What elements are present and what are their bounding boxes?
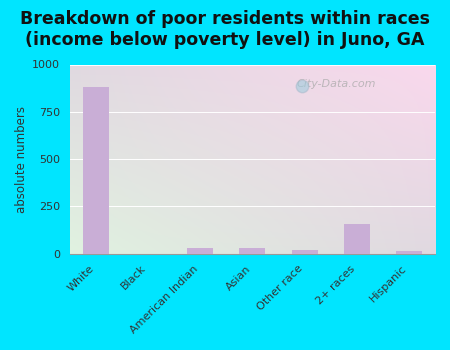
- Text: City-Data.com: City-Data.com: [297, 79, 376, 89]
- Bar: [83, 87, 109, 254]
- Bar: [396, 251, 422, 254]
- Bar: [187, 248, 213, 254]
- Y-axis label: absolute numbers: absolute numbers: [15, 106, 28, 212]
- Text: Breakdown of poor residents within races
(income below poverty level) in Juno, G: Breakdown of poor residents within races…: [20, 10, 430, 49]
- Bar: [344, 224, 370, 254]
- Bar: [239, 248, 266, 254]
- Bar: [292, 250, 318, 254]
